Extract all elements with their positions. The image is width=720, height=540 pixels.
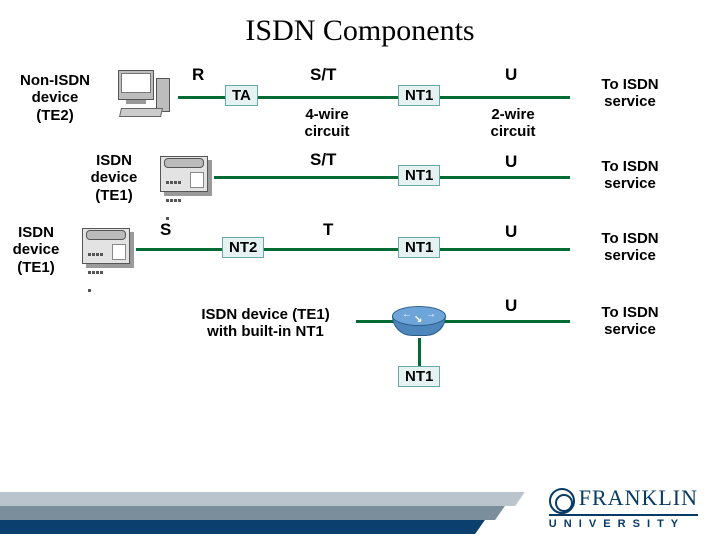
refpoint-t: T — [323, 220, 333, 240]
box-nt1-1: NT1 — [398, 85, 440, 106]
logo: FRANKLIN U N I V E R S I T Y — [549, 485, 698, 530]
phone-icon — [82, 228, 134, 268]
refpoint-st-1: S/T — [310, 65, 336, 85]
footer-bar — [0, 520, 485, 534]
computer-icon — [118, 70, 174, 120]
box-nt1-2: NT1 — [398, 165, 440, 186]
label-builtin: ISDN device (TE1)with built-in NT1 — [178, 306, 353, 341]
logo-sub: U N I V E R S I T Y — [549, 514, 698, 530]
wire — [136, 248, 570, 251]
box-ta: TA — [225, 85, 258, 106]
footer-bar — [0, 506, 505, 520]
footer-bar — [0, 492, 525, 506]
label-service-2: To ISDNservice — [590, 158, 670, 193]
logo-seal-icon — [549, 488, 575, 514]
wire-vert — [418, 338, 421, 366]
box-nt1-4: NT1 — [398, 366, 440, 387]
wire — [214, 176, 570, 179]
box-nt2: NT2 — [222, 237, 264, 258]
refpoint-u-2: U — [505, 152, 517, 172]
refpoint-st-2: S/T — [310, 150, 336, 170]
diagram: Non-ISDNdevice(TE2) R TA S/T 4-wirecircu… — [0, 60, 720, 440]
label-service-3: To ISDNservice — [590, 230, 670, 265]
box-nt1-3: NT1 — [398, 237, 440, 258]
label-service-1: To ISDNservice — [590, 76, 670, 111]
logo-name: FRANKLIN — [579, 485, 698, 510]
label-te1a: ISDNdevice(TE1) — [80, 152, 148, 204]
label-2wire: 2-wirecircuit — [480, 106, 546, 141]
page-title: ISDN Components — [0, 0, 720, 48]
label-4wire: 4-wirecircuit — [294, 106, 360, 141]
phone-icon — [160, 156, 212, 196]
wire — [356, 320, 570, 323]
refpoint-u-3: U — [505, 222, 517, 242]
label-te2: Non-ISDNdevice(TE2) — [10, 72, 100, 124]
label-te1b: ISDNdevice(TE1) — [2, 224, 70, 276]
refpoint-u-1: U — [505, 65, 517, 85]
refpoint-u-4: U — [505, 296, 517, 316]
refpoint-s: S — [160, 220, 171, 240]
refpoint-r: R — [192, 65, 204, 85]
router-icon: ← → ↘ — [392, 306, 446, 340]
label-service-4: To ISDNservice — [590, 304, 670, 339]
footer: FRANKLIN U N I V E R S I T Y — [0, 470, 720, 540]
